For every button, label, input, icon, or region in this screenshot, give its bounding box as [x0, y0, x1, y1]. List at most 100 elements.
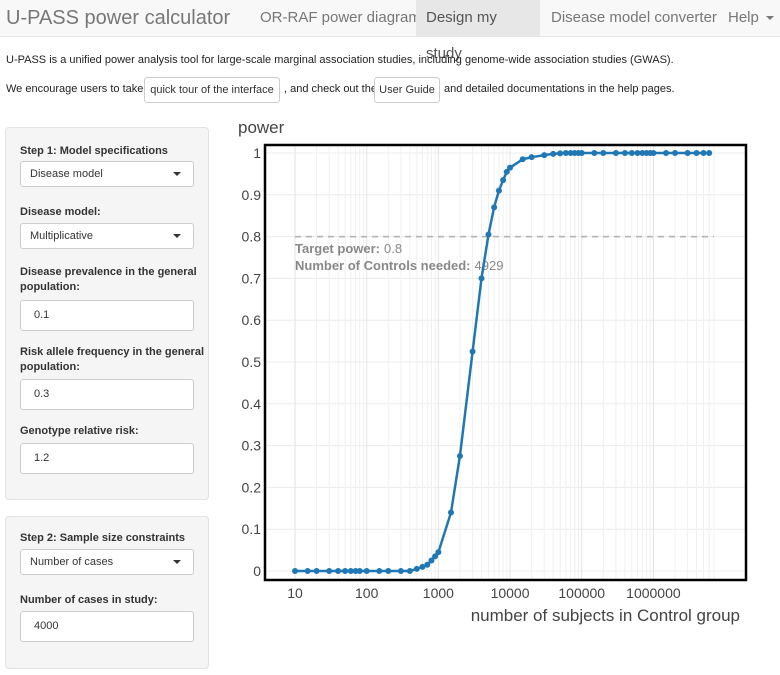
data-point [397, 568, 404, 574]
intro-prefix: We encourage users to take a [6, 83, 153, 95]
step2-title: Step 2: Sample size constraints [20, 532, 186, 544]
data-point [363, 568, 370, 574]
disease-model-select[interactable]: Multiplicative [20, 223, 194, 249]
controls-needed-value: 4929 [475, 258, 504, 273]
y-tick-label: 0.7 [242, 270, 262, 286]
data-point [643, 150, 650, 156]
tab-help[interactable]: Help [718, 0, 775, 36]
prevalence-label-line2: population: [20, 281, 80, 293]
prevalence-input[interactable]: 0.1 [20, 300, 194, 331]
specification-type-select[interactable]: Disease model [20, 161, 194, 187]
cases-input[interactable]: 4000 [20, 611, 194, 642]
step1-title: Step 1: Model specifications [20, 145, 168, 157]
y-tick-label: 0.9 [242, 187, 262, 203]
data-point [600, 150, 607, 156]
data-point [356, 568, 363, 574]
y-tick-label: 0.2 [242, 479, 262, 495]
data-point [456, 453, 463, 460]
data-point [478, 275, 485, 282]
data-point [428, 557, 435, 564]
data-point [571, 150, 578, 156]
y-axis-title: power [238, 118, 285, 137]
data-point [424, 561, 431, 568]
data-point [335, 568, 342, 574]
x-axis-ticks: 10 100 1000 10000 100000 1000000 [287, 585, 681, 601]
data-point [575, 150, 582, 156]
data-point [500, 177, 507, 184]
grr-input[interactable]: 1.2 [20, 443, 194, 474]
controls-needed-label: Number of Controls needed: [295, 258, 471, 273]
tab-disease-model-converter[interactable]: Disease model converter [551, 9, 717, 26]
x-tick-label: 1000 [423, 585, 454, 601]
prevalence-label-line1: Disease prevalence in the general [20, 266, 197, 278]
data-point [663, 150, 670, 156]
data-point [647, 150, 654, 156]
x-tick-label: 10 [287, 585, 303, 601]
app-brand[interactable]: U-PASS power calculator [6, 7, 231, 29]
navbar: U-PASS power calculator OR-RAF power dia… [0, 0, 780, 62]
constraint-value: Number of cases [30, 556, 114, 568]
data-point [352, 568, 359, 574]
data-point [528, 154, 535, 161]
data-point [621, 150, 628, 156]
intro-suffix: and detailed documentations in the help … [444, 83, 675, 95]
data-point [557, 150, 564, 157]
data-point [491, 204, 498, 211]
y-tick-label: 0.1 [242, 521, 262, 537]
caret-down-icon [173, 172, 181, 176]
power-curve-points [292, 150, 713, 574]
plot-frame [263, 143, 748, 582]
data-point [485, 231, 492, 238]
data-point [671, 150, 678, 156]
data-point [684, 150, 691, 156]
data-point [541, 152, 548, 159]
data-point [700, 150, 707, 156]
cases-label: Number of cases in study: [20, 594, 158, 606]
data-point [503, 168, 510, 175]
raf-input[interactable]: 0.3 [20, 379, 194, 410]
data-point [562, 150, 569, 156]
target-power-label: Target power: [295, 241, 380, 256]
data-point [326, 568, 333, 574]
quick-tour-button[interactable]: quick tour of the interface [144, 77, 280, 103]
intro-text: U-PASS is a unified power analysis tool … [6, 54, 674, 66]
y-tick-label: 0 [253, 563, 261, 579]
y-tick-label: 0.6 [242, 312, 262, 328]
data-point [519, 156, 526, 163]
data-point [591, 150, 598, 156]
data-point [413, 565, 420, 572]
constraint-select[interactable]: Number of cases [20, 549, 194, 575]
intro-middle: , and check out the [284, 83, 377, 95]
x-tick-label: 10000 [491, 585, 530, 601]
y-tick-label: 0.5 [242, 354, 262, 370]
power-curve-line [295, 151, 710, 573]
disease-model-label: Disease model: [20, 206, 101, 218]
chart-grid [266, 146, 745, 579]
y-tick-label: 1 [253, 145, 261, 161]
grr-label: Genotype relative risk: [20, 425, 139, 437]
data-point [304, 568, 311, 574]
data-point [447, 509, 454, 516]
data-point [495, 187, 502, 194]
raf-label-line2: population: [20, 361, 80, 373]
data-point [342, 568, 349, 574]
y-tick-label: 0.8 [242, 229, 262, 245]
tab-or-raf-power-diagram[interactable]: OR-RAF power diagram [260, 9, 421, 26]
target-power-value: 0.8 [384, 241, 402, 256]
x-tick-label: 100000 [558, 585, 605, 601]
data-point [650, 150, 657, 156]
tab-design-my-study[interactable]: Design my study [416, 0, 540, 62]
user-guide-button[interactable]: User Guide [374, 77, 440, 103]
data-point [419, 563, 426, 570]
sample-size-panel [5, 516, 209, 669]
data-point [634, 150, 641, 156]
data-point [639, 150, 646, 156]
data-point [385, 568, 392, 574]
y-tick-label: 0.3 [242, 438, 262, 454]
data-point [507, 164, 514, 171]
target-power-annotation: Target power: 0.8 [295, 241, 402, 256]
data-point [376, 568, 383, 574]
chevron-down-icon [766, 16, 775, 21]
tab-help-label: Help [728, 9, 759, 26]
data-point [706, 150, 713, 156]
